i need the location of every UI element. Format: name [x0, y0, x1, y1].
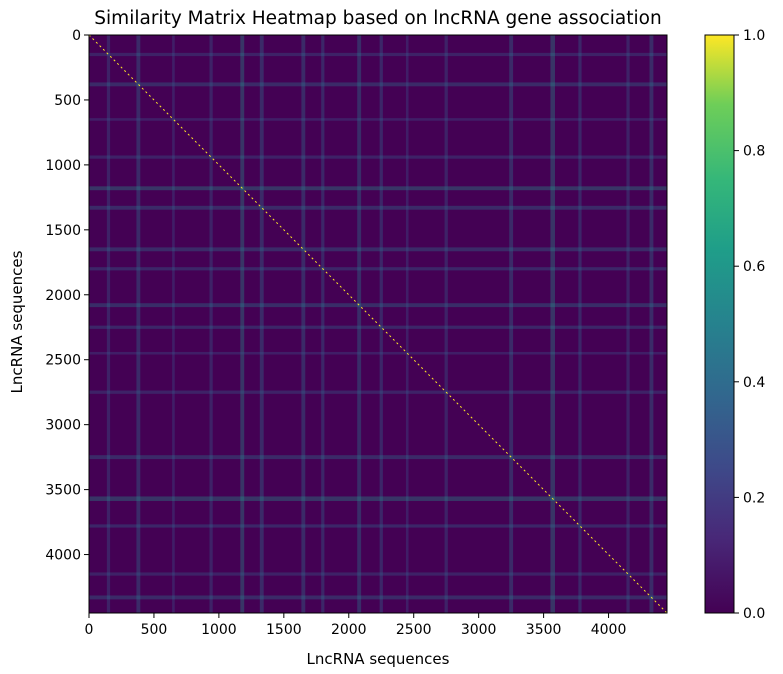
band-horizontal [89, 267, 667, 271]
band-vertical [209, 35, 213, 613]
band-horizontal [89, 351, 667, 355]
y-tick-label: 500 [54, 93, 81, 109]
band-horizontal [89, 303, 667, 308]
heatmap-plot-area [88, 34, 668, 614]
band-horizontal [89, 52, 667, 57]
band-horizontal [89, 118, 667, 121]
x-tick-label: 2500 [396, 622, 432, 638]
x-tick-label: 2000 [331, 622, 367, 638]
band-vertical [106, 35, 111, 613]
x-axis: 0 500 1000 1500 2000 2500 3000 3500 4000 [85, 613, 627, 638]
colorbar-gradient [704, 34, 735, 614]
band-vertical [578, 35, 582, 613]
colorbar-tick-label: 0.8 [743, 144, 765, 160]
colorbar-tick-label: 0.4 [743, 375, 765, 391]
x-tick-label: 1000 [201, 622, 237, 638]
y-tick-label: 3500 [45, 483, 81, 499]
band-vertical [509, 35, 514, 613]
y-tick-label: 0 [72, 28, 81, 44]
band-vertical [444, 35, 448, 613]
band-horizontal [89, 155, 667, 159]
band-horizontal [89, 186, 667, 191]
colorbar-tick-label: 0.0 [743, 606, 765, 622]
y-tick-label: 2500 [45, 353, 81, 369]
band-horizontal [89, 247, 667, 252]
band-vertical [357, 35, 362, 613]
x-tick-label: 0 [85, 622, 94, 638]
band-vertical [136, 35, 141, 613]
band-horizontal [89, 205, 667, 210]
diagonal-line [88, 34, 668, 614]
y-tick-label: 1500 [45, 223, 81, 239]
y-axis-label: LncRNA sequences [8, 250, 26, 393]
y-axis: 0 500 1000 1500 2000 2500 3000 3500 4000 [45, 28, 89, 564]
y-tick-label: 4000 [45, 548, 81, 564]
diagonal-self-similarity [88, 34, 668, 614]
band-horizontal [89, 496, 667, 501]
x-axis-label: LncRNA sequences [307, 650, 450, 668]
chart-title: Similarity Matrix Heatmap based on lncRN… [94, 8, 661, 29]
band-vertical [405, 35, 409, 613]
band-vertical [649, 35, 654, 613]
x-tick-label: 3000 [461, 622, 497, 638]
band-vertical [259, 35, 264, 613]
band-horizontal [89, 325, 667, 329]
colorbar-tick-label: 0.6 [743, 259, 765, 275]
band-horizontal [89, 455, 667, 460]
x-tick-label: 1500 [266, 622, 302, 638]
y-tick-label: 3000 [45, 418, 81, 434]
y-tick-label: 2000 [45, 288, 81, 304]
band-vertical [301, 35, 306, 613]
band-vertical [321, 35, 325, 613]
band-vertical [550, 35, 555, 613]
band-horizontal [89, 390, 667, 394]
colorbar: 0.0 0.2 0.4 0.6 0.8 1.0 [704, 28, 765, 622]
similarity-bands [89, 35, 667, 613]
plot-frame [88, 34, 668, 614]
band-horizontal [89, 524, 667, 528]
band-vertical [379, 35, 383, 613]
colorbar-ticks: 0.0 0.2 0.4 0.6 0.8 1.0 [734, 28, 765, 622]
band-horizontal [89, 572, 667, 576]
band-horizontal [89, 595, 667, 600]
band-horizontal [89, 82, 667, 87]
y-tick-label: 1000 [45, 158, 81, 174]
x-tick-label: 4000 [591, 622, 627, 638]
x-tick-label: 3500 [526, 622, 562, 638]
band-vertical [626, 35, 630, 613]
band-vertical [172, 35, 175, 613]
colorbar-tick-label: 0.2 [743, 490, 765, 506]
colorbar-tick-label: 1.0 [743, 28, 765, 44]
x-tick-label: 500 [141, 622, 168, 638]
band-vertical [240, 35, 245, 613]
